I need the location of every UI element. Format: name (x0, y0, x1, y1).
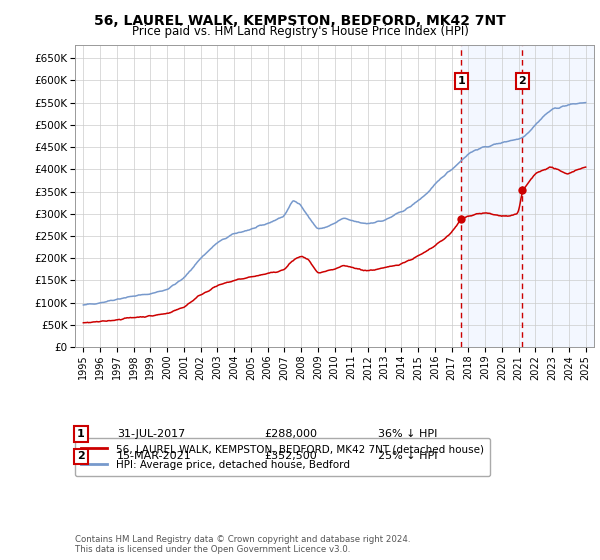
Text: 1: 1 (458, 76, 465, 86)
Text: 2: 2 (77, 451, 85, 461)
Text: 1: 1 (77, 429, 85, 439)
Bar (461, 45, 594, 347)
Text: Price paid vs. HM Land Registry's House Price Index (HPI): Price paid vs. HM Land Registry's House … (131, 25, 469, 38)
Text: 56, LAUREL WALK, KEMPSTON, BEDFORD, MK42 7NT: 56, LAUREL WALK, KEMPSTON, BEDFORD, MK42… (94, 14, 506, 28)
Legend: 56, LAUREL WALK, KEMPSTON, BEDFORD, MK42 7NT (detached house), HPI: Average pric: 56, LAUREL WALK, KEMPSTON, BEDFORD, MK42… (75, 438, 490, 476)
Text: 15-MAR-2021: 15-MAR-2021 (117, 451, 192, 461)
Text: £352,500: £352,500 (264, 451, 317, 461)
Text: 25% ↓ HPI: 25% ↓ HPI (378, 451, 437, 461)
Text: 2: 2 (518, 76, 526, 86)
Text: 36% ↓ HPI: 36% ↓ HPI (378, 429, 437, 439)
Text: 31-JUL-2017: 31-JUL-2017 (117, 429, 185, 439)
Text: £288,000: £288,000 (264, 429, 317, 439)
Text: Contains HM Land Registry data © Crown copyright and database right 2024.
This d: Contains HM Land Registry data © Crown c… (75, 535, 410, 554)
